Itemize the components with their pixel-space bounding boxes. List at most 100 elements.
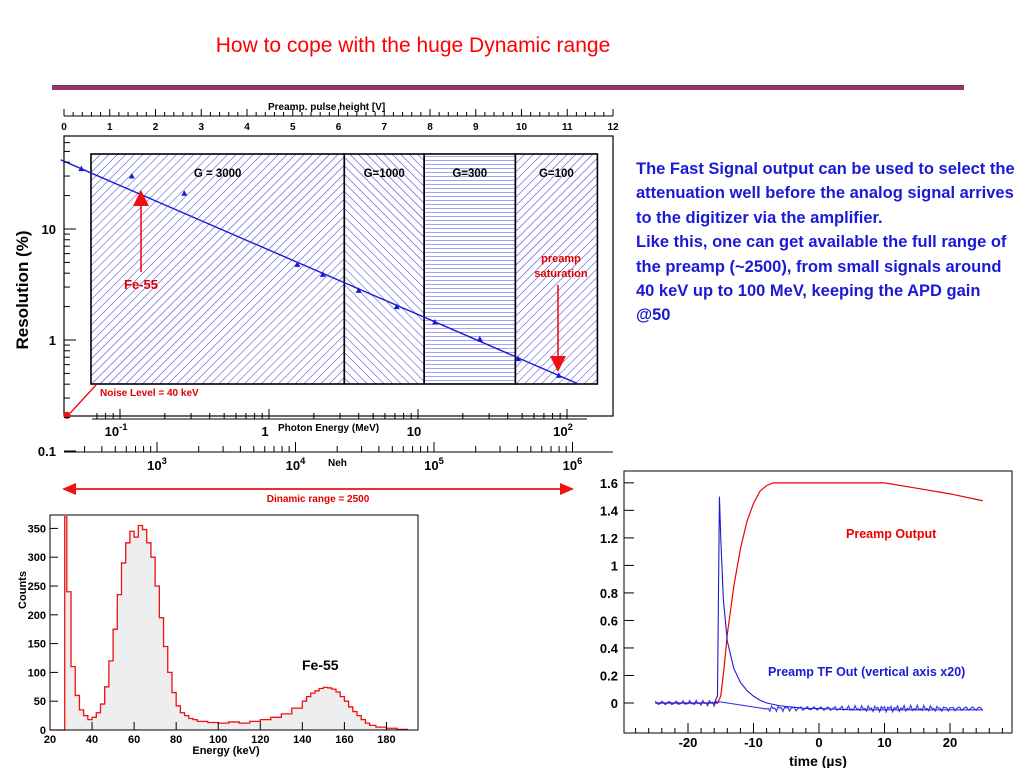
energy-tick-label: 10 <box>407 424 421 439</box>
spectrum-y-tick-label: 300 <box>28 552 46 564</box>
title-divider <box>52 85 964 90</box>
spectrum-y-tick-label: 350 <box>28 523 46 535</box>
data-point <box>355 287 362 293</box>
spectrum-x-tick-label: 60 <box>128 734 140 746</box>
spectrum-fill <box>50 516 408 730</box>
neh-tick-label: 106 <box>563 456 583 473</box>
y-tick-label: 10 <box>42 222 56 237</box>
spectrum-frame <box>49 514 419 731</box>
spectrum-ylabel: Counts <box>17 571 29 609</box>
energy-axis-label: Photon Energy (MeV) <box>278 423 379 434</box>
data-point <box>78 165 85 172</box>
spectrum-fe55-label: Fe-55 <box>302 657 339 673</box>
spectrum-y-tick-label: 100 <box>28 667 46 679</box>
preamp-tick-label: 7 <box>381 122 387 133</box>
preamp-saturation-annotation-line2: saturation <box>534 268 587 280</box>
energy-tick-label: 1 <box>261 424 268 439</box>
y-tick-label: 1 <box>49 333 56 348</box>
data-point <box>319 271 326 277</box>
side-text: The Fast Signal output can be used to se… <box>636 157 1016 328</box>
pulse-y-tick-label: 1.6 <box>600 476 618 491</box>
pulse-y-tick-label: 0.8 <box>600 586 618 601</box>
spectrum-x-tick-label: 180 <box>377 734 395 746</box>
spectrum-x-tick-label: 20 <box>44 734 56 746</box>
dynamic-range-arrowhead-left <box>62 483 76 495</box>
spectrum-x-tick-label: 40 <box>86 734 98 746</box>
preamp-saturation-annotation-line1: preamp <box>541 253 581 265</box>
preamp-tick-label: 3 <box>198 122 204 133</box>
noise-level-pointer <box>69 384 97 414</box>
pulse-y-tick-label: 1.4 <box>600 503 619 518</box>
data-point <box>393 303 400 310</box>
preamp-output-line <box>655 482 983 704</box>
neh-tick-label: 105 <box>424 456 444 473</box>
gain-region-label: G = 3000 <box>194 168 242 180</box>
pulse-xlabel: time (µs) <box>789 753 847 768</box>
spectrum-x-tick-label: 120 <box>251 734 269 746</box>
energy-tick-label: 102 <box>553 422 573 439</box>
pulse-x-tick-label: 0 <box>815 735 822 750</box>
pulse-x-tick-label: -10 <box>744 735 763 750</box>
preamp-tick-label: 1 <box>107 122 113 133</box>
spectrum-x-tick-label: 100 <box>209 734 227 746</box>
preamp-tick-label: 12 <box>607 122 619 133</box>
spectrum-xlabel: Energy (keV) <box>192 745 260 757</box>
preamp-tick-label: 4 <box>244 122 250 133</box>
energy-tick-label: 10-1 <box>105 422 128 439</box>
y-tick-label: 0.1 <box>38 444 56 459</box>
spectrum-y-tick-label: 50 <box>34 696 46 708</box>
gain-region-label: G=100 <box>539 168 574 180</box>
pulse-y-tick-label: 0.2 <box>600 668 618 683</box>
preamp-tf-noise <box>654 699 984 714</box>
data-point <box>515 355 522 362</box>
preamp-tick-label: 5 <box>290 122 296 133</box>
resolution-axis-label: Resolution (%) <box>13 231 32 350</box>
preamp-axis-label: Preamp. pulse height [V] <box>268 102 385 113</box>
spectrum-y-tick-label: 0 <box>40 725 46 737</box>
spectrum-y-tick-label: 250 <box>28 581 46 593</box>
neh-tick-label: 104 <box>286 456 306 473</box>
preamp-tf-line <box>655 496 983 711</box>
pulse-y-tick-label: 0.4 <box>600 641 619 656</box>
gain-region <box>343 153 425 385</box>
noise-level-annotation: Noise Level = 40 keV <box>100 388 199 399</box>
gain-region <box>514 153 599 385</box>
data-point <box>181 190 188 196</box>
fe55-annotation: Fe-55 <box>124 277 158 292</box>
preamp-tick-label: 0 <box>61 122 67 133</box>
side-text-paragraph-2: Like this, one can get available the ful… <box>636 233 1007 325</box>
gain-region <box>423 153 517 385</box>
preamp-tick-label: 2 <box>153 122 159 133</box>
pulse-y-tick-label: 1.2 <box>600 531 618 546</box>
spectrum-x-tick-label: 80 <box>170 734 182 746</box>
gain-region-label: G=300 <box>452 168 487 180</box>
data-point <box>555 372 562 378</box>
preamp-tick-label: 8 <box>427 122 433 133</box>
data-point <box>476 336 483 342</box>
pulse-frame <box>623 470 1013 734</box>
neh-axis-label: Neh <box>328 458 347 469</box>
preamp-tick-label: 9 <box>473 122 479 133</box>
spectrum-histogram <box>50 516 409 731</box>
pulse-y-tick-label: 0.6 <box>600 613 618 628</box>
pulse-x-tick-label: 10 <box>877 735 891 750</box>
noise-level-point <box>63 411 71 419</box>
spectrum-x-tick-label: 160 <box>335 734 353 746</box>
preamp-tick-label: 11 <box>562 122 573 133</box>
preamp-tick-label: 6 <box>336 122 342 133</box>
plot-frame <box>63 135 614 417</box>
gain-region-label: G=1000 <box>364 168 405 180</box>
pulse-y-tick-label: 1 <box>611 558 618 573</box>
pulse-y-tick-label: 0 <box>611 696 618 711</box>
dynamic-range-arrow <box>62 483 574 495</box>
preamp-tick-label: 10 <box>516 122 528 133</box>
preamp-output-label: Preamp Output <box>846 527 937 541</box>
preamp-tf-label: Preamp TF Out (vertical axis x20) <box>768 665 965 679</box>
dynamic-range-arrowhead-right <box>560 483 574 495</box>
pulse-x-tick-label: -20 <box>679 735 698 750</box>
neh-tick-label: 103 <box>147 456 167 473</box>
spectrum-x-tick-label: 140 <box>293 734 311 746</box>
